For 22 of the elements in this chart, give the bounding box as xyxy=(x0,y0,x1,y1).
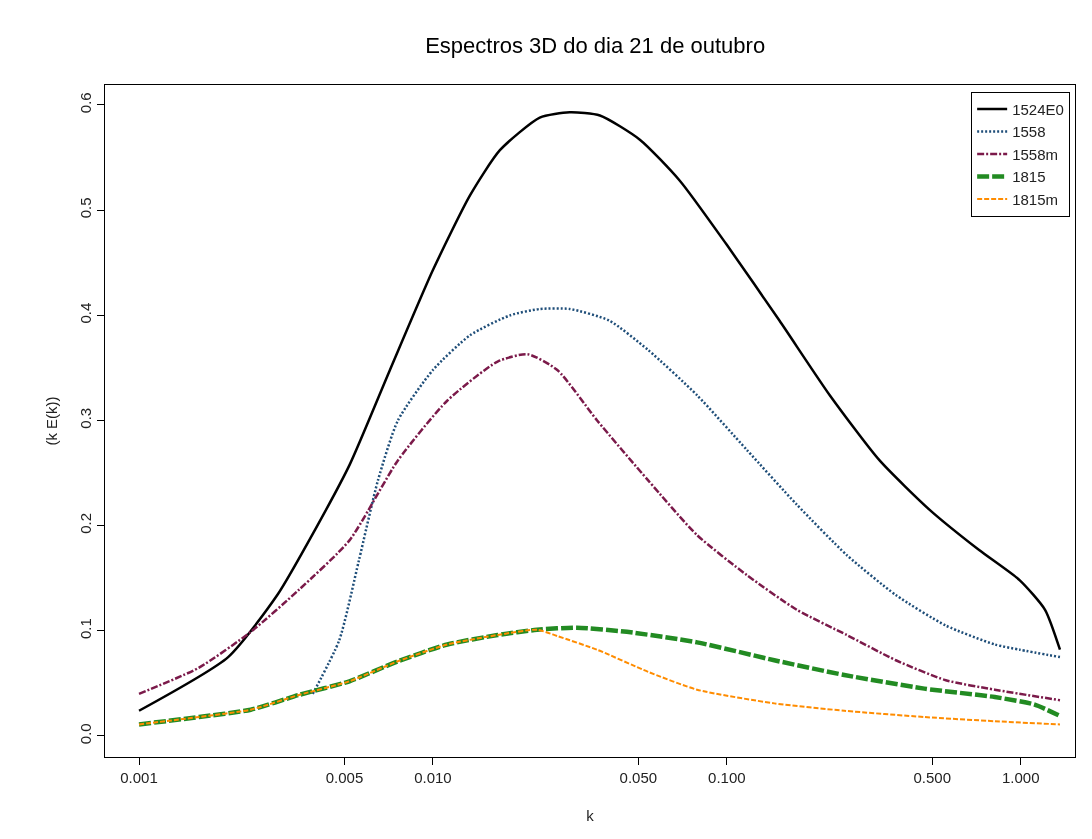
y-tick-label: 0.3 xyxy=(77,407,94,429)
legend-label: 1558 xyxy=(1012,123,1046,141)
y-tick-label: 0.0 xyxy=(77,723,94,745)
y-axis-title: (k E(k)) xyxy=(43,396,61,446)
y-tick-label: 0.6 xyxy=(77,92,94,114)
y-tick-label: 0.1 xyxy=(77,618,94,639)
x-tick-label: 0.050 xyxy=(619,769,658,786)
x-tick-label: 0.005 xyxy=(325,769,364,786)
x-axis-title: k xyxy=(586,807,595,824)
x-tick-label: 0.500 xyxy=(913,769,952,786)
legend-label: 1558m xyxy=(1012,145,1059,163)
chart-title: Espectros 3D do dia 21 de outubro xyxy=(425,33,766,59)
legend-label: 1524E0 xyxy=(1012,100,1064,118)
x-tick-label: 0.001 xyxy=(120,769,158,786)
x-tick-label: 1.000 xyxy=(1001,769,1040,786)
y-tick-label: 0.5 xyxy=(77,197,94,219)
x-tick-label: 0.100 xyxy=(708,769,746,786)
x-tick-label: 0.010 xyxy=(414,769,452,786)
legend-label: 1815 xyxy=(1012,168,1046,186)
legend-label: 1815m xyxy=(1012,190,1059,208)
y-tick-label: 0.2 xyxy=(77,512,94,534)
y-tick-label: 0.4 xyxy=(77,302,94,324)
